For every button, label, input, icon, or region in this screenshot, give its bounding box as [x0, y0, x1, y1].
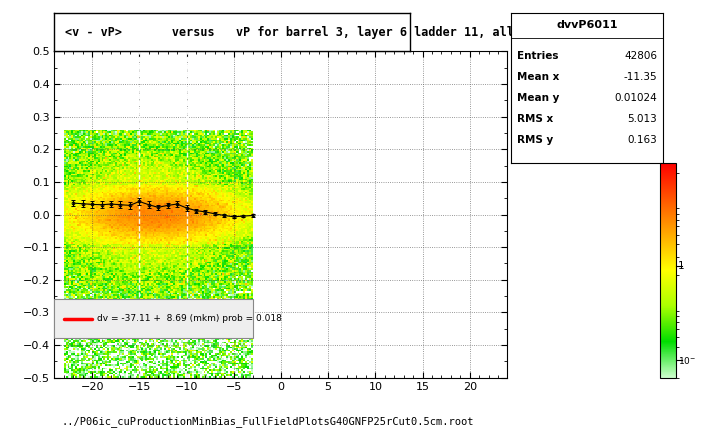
Bar	[54, 299, 252, 338]
Text: $10^{-}$: $10^{-}$	[678, 355, 696, 366]
Text: Mean y: Mean y	[517, 94, 560, 103]
Text: -11.35: -11.35	[624, 73, 658, 82]
Text: 1: 1	[678, 261, 684, 271]
Text: ../P06ic_cuProductionMinBias_FullFieldPlotsG40GNFP25rCut0.5cm.root: ../P06ic_cuProductionMinBias_FullFieldPl…	[62, 416, 474, 427]
Text: RMS y: RMS y	[517, 136, 553, 145]
Text: 0.163: 0.163	[628, 136, 658, 145]
Text: Entries: Entries	[517, 51, 559, 61]
Text: 0.01024: 0.01024	[615, 94, 658, 103]
Text: Mean x: Mean x	[517, 73, 560, 82]
Text: <v - vP>       versus   vP for barrel 3, layer 6 ladder 11, all wafers: <v - vP> versus vP for barrel 3, layer 6…	[65, 26, 564, 39]
Text: 42806: 42806	[624, 51, 658, 61]
Text: 5.013: 5.013	[628, 115, 658, 124]
Text: RMS x: RMS x	[517, 115, 553, 124]
Text: dvvP6011: dvvP6011	[557, 20, 618, 30]
Text: dv = -37.11 +  8.69 (mkm) prob = 0.018: dv = -37.11 + 8.69 (mkm) prob = 0.018	[97, 314, 282, 323]
